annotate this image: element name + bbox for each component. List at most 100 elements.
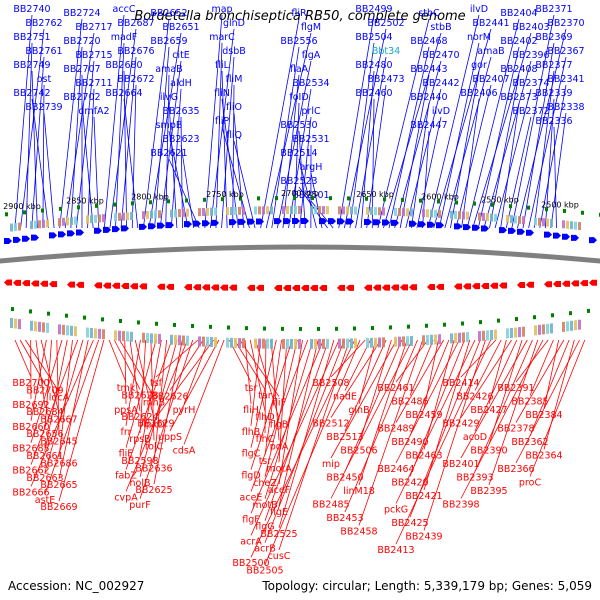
track-tick [47, 311, 50, 316]
gene-label: flhC [256, 434, 275, 445]
track-tick [11, 307, 14, 312]
reverse-gene-arrow [526, 281, 534, 288]
feature-band [298, 206, 301, 215]
gene-label: BB2425 [391, 518, 428, 529]
reverse-gene-arrow [211, 284, 219, 291]
gene-label: BB2369 [535, 32, 572, 43]
gene-label: BB2364 [525, 451, 562, 462]
reverse-gene-arrow [490, 282, 498, 289]
track-tick [365, 196, 368, 201]
feature-band [378, 337, 381, 348]
gene-label: flhD [255, 412, 274, 423]
gene-label: glnB [348, 405, 369, 416]
gene-label: BB2442 [422, 78, 459, 89]
feature-band [234, 206, 237, 215]
gene-line [264, 339, 361, 565]
track-tick [527, 205, 530, 210]
kbp-label: 2650 kbp [356, 190, 394, 199]
reverse-gene-arrow [4, 279, 12, 286]
gene-label: rnhB [143, 398, 165, 409]
track-tick [443, 322, 446, 327]
feature-band [86, 215, 89, 224]
gene-label: BB2652 [150, 8, 187, 19]
feature-band [398, 336, 401, 347]
gene-label: BB2660 [12, 422, 49, 433]
feature-band [158, 333, 161, 344]
gene-label: glnD [223, 18, 245, 29]
gene-line [260, 18, 300, 229]
gene-label: fabZ [115, 471, 137, 482]
feature-band [478, 331, 481, 342]
gene-label: BB2460 [355, 88, 392, 99]
gene-label: BB2458 [340, 527, 377, 538]
gene-line [330, 339, 413, 499]
forward-gene-arrow [13, 236, 21, 243]
gene-label: BB2531 [292, 134, 329, 145]
feature-band [534, 325, 537, 336]
gene-label: BB2751 [13, 32, 50, 43]
gene-line [115, 42, 125, 229]
reverse-gene-arrow [481, 282, 489, 289]
gene-label: tsr [259, 456, 272, 467]
forward-gene-arrow [382, 219, 390, 226]
gene-line [221, 70, 228, 229]
feature-band [62, 217, 65, 226]
feature-band [350, 206, 353, 215]
gene-label: pyrH [173, 405, 196, 416]
forward-gene-arrow [337, 218, 345, 225]
gene-label: BB2629 [137, 419, 174, 430]
feature-band [70, 217, 73, 226]
gene-line [221, 98, 239, 229]
feature-band [370, 337, 373, 348]
gene-line [461, 98, 480, 229]
gene-label: BB2739 [25, 102, 62, 113]
forward-gene-arrow [76, 229, 84, 236]
gene-line [455, 84, 492, 229]
gene-label: Bbt34 [372, 46, 400, 57]
feature-band [410, 208, 413, 217]
gene-label: BB2499 [355, 4, 392, 15]
gene-line [388, 46, 430, 229]
feature-band [170, 334, 173, 345]
reverse-gene-arrow [346, 284, 354, 291]
reverse-gene-arrow [382, 284, 390, 291]
map-title: Bordetella bronchiseptica RB50, complete… [134, 9, 465, 24]
reverse-gene-arrow [472, 283, 480, 290]
reverse-gene-arrow [391, 284, 399, 291]
reverse-gene-arrow [76, 281, 84, 288]
gene-line [343, 28, 387, 229]
gene-label: BB2530 [280, 120, 317, 131]
kbp-label: 2850 kbp [66, 197, 104, 206]
gene-line [264, 339, 314, 499]
gene-line [169, 339, 220, 432]
kbp-label: 2900 kbp [3, 202, 41, 211]
feature-band [94, 328, 97, 339]
feature-band [566, 321, 569, 332]
gene-label: aldH [170, 78, 192, 89]
feature-band [538, 217, 541, 226]
kbp-tick-labels: 2900 kbp 2850 kbp 2800 kbp 2750 kbp 2700 kbp… [3, 189, 579, 211]
gene-line [108, 339, 127, 383]
gene-line [43, 112, 55, 229]
reverse-gene-arrow [103, 282, 111, 289]
gene-label: tmk [117, 383, 136, 394]
feature-band [30, 320, 33, 331]
reverse-gene-labels: BB2700BB2709ldcABB2692BB2684BB2667BB2660… [12, 378, 562, 577]
gene-label: BB2700 [12, 378, 49, 389]
forward-gene-arrow [553, 232, 561, 239]
gene-label: BB2378 [497, 424, 534, 435]
gene-line [125, 339, 173, 470]
track-tick [5, 212, 8, 217]
gene-label: flhB [242, 427, 261, 438]
feature-band [402, 336, 405, 347]
feature-band [258, 338, 261, 349]
feature-band [294, 338, 297, 349]
feature-band [86, 327, 89, 338]
gene-label: motB [252, 500, 277, 511]
feature-band [46, 322, 49, 333]
feature-band [18, 222, 21, 231]
gene-line [409, 339, 465, 477]
gene-label: BB2413 [377, 545, 414, 556]
gene-label: BB2663 [26, 473, 63, 484]
gene-line [377, 18, 430, 229]
